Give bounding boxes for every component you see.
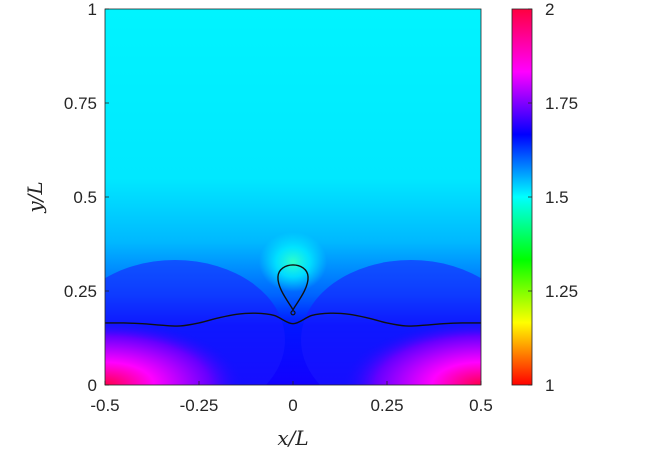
- y-tick-label: 0.25: [64, 282, 97, 301]
- x-tick-label: 0: [288, 396, 297, 415]
- bubble-contour: [277, 264, 309, 312]
- x-tick-label: 0.5: [469, 396, 493, 415]
- x-tick-label: 0.25: [370, 396, 403, 415]
- colorbar-tick-label: 1.5: [545, 188, 569, 207]
- plot-area: [105, 9, 481, 385]
- y-tick-label: 0.75: [64, 94, 97, 113]
- y-tick-label: 0: [88, 376, 97, 395]
- colorbar-tick-label: 1: [545, 376, 554, 395]
- colorbar-tick-label: 1.75: [545, 94, 578, 113]
- bubble-glow: [259, 232, 327, 292]
- interface-curve: [105, 312, 481, 327]
- y-axis-ticks: 0 0.25 0.5 0.75 1: [64, 0, 109, 395]
- colorbar-tick-label: 1.25: [545, 282, 578, 301]
- x-axis-label: x/L: [277, 426, 308, 450]
- x-axis-ticks: -0.5 -0.25 0 0.25 0.5: [90, 381, 493, 415]
- y-axis-label: y/L: [23, 181, 47, 213]
- x-tick-label: -0.5: [90, 396, 119, 415]
- bubble-tail-dot: [290, 310, 296, 316]
- colorbar-ticks: 1 1.25 1.5 1.75 2: [528, 0, 578, 395]
- y-tick-label: 0.5: [73, 188, 97, 207]
- y-tick-label: 1: [88, 0, 97, 19]
- right-corner-field: [341, 320, 481, 385]
- colorbar-tick-label: 2: [545, 0, 554, 19]
- left-corner-field: [105, 320, 245, 385]
- x-tick-label: -0.25: [180, 396, 219, 415]
